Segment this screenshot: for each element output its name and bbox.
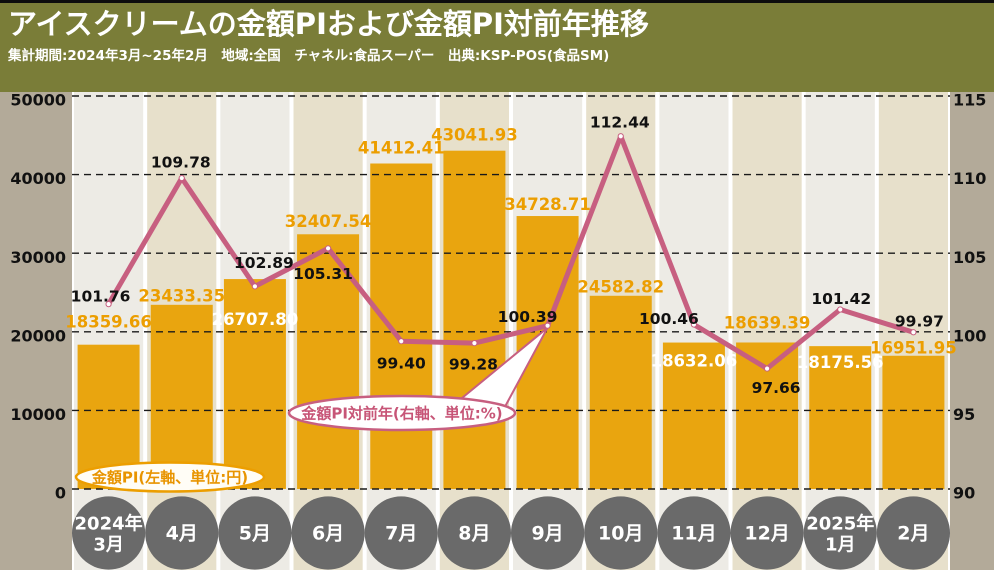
month-label: 2025年 — [806, 512, 874, 534]
bar-value-label: 24582.82 — [577, 278, 664, 297]
bar-value-label: 32407.54 — [285, 212, 372, 231]
bar — [370, 163, 433, 489]
month-label: 3月 — [93, 534, 124, 555]
month-circle — [218, 496, 292, 570]
month-label: 6月 — [312, 523, 344, 545]
bar-value-label: 34728.71 — [504, 195, 591, 214]
month-label: 9月 — [531, 523, 563, 545]
bar-value-label: 23433.35 — [138, 287, 225, 306]
month-label: 12月 — [744, 523, 789, 545]
line-legend-bubble — [287, 394, 517, 432]
month-label: 7月 — [385, 523, 417, 545]
bar — [662, 342, 725, 489]
bar — [150, 304, 213, 489]
line-point — [690, 321, 698, 328]
month-label: 11月 — [671, 523, 716, 545]
month-circle — [584, 496, 658, 570]
month-circle — [510, 496, 585, 570]
line-value-label: 99.97 — [895, 313, 944, 331]
line-point — [178, 174, 185, 182]
month-label: 1月 — [825, 534, 856, 555]
month-circle — [730, 496, 804, 570]
line-value-label: 99.28 — [449, 356, 498, 374]
month-circle — [71, 496, 146, 570]
line-point — [763, 365, 771, 372]
bar-value-label: 18632.06 — [651, 351, 738, 370]
line-point — [105, 301, 112, 308]
axis-tick-label-right: 100 — [953, 326, 986, 345]
bar — [589, 295, 652, 489]
axis-tick-label-right: 115 — [953, 92, 986, 110]
axis-tick-label-left: 50000 — [10, 92, 66, 110]
line-value-label: 102.89 — [234, 254, 294, 272]
left-axis-area — [0, 92, 72, 570]
axis-tick-label-right: 110 — [953, 169, 986, 188]
bar — [736, 342, 799, 489]
bar — [809, 346, 872, 489]
chart-area: 0 10000 20000 30000 40000 50000 90 95 100 105 110 1… — [0, 91, 994, 574]
bar-value-label: 41412.41 — [358, 138, 445, 157]
month-circle — [437, 496, 512, 570]
month-label: 2月 — [897, 523, 929, 545]
bar — [443, 150, 506, 489]
line-point — [544, 322, 551, 329]
line-value-label: 109.78 — [151, 153, 211, 171]
bar-legend-bubble — [74, 461, 266, 493]
line-value-label: 97.66 — [752, 379, 801, 397]
month-label: 5月 — [239, 523, 271, 545]
month-circle — [876, 496, 951, 570]
month-label: 8月 — [458, 523, 490, 545]
line-value-label: 101.76 — [71, 288, 131, 306]
line-series — [106, 133, 916, 372]
month-label: 10月 — [598, 523, 643, 545]
axis-tick-label-left: 0 — [55, 484, 66, 503]
chart-header: アイスクリームの金額PIおよび金額PI対前年推移 集計期間:2024年3月~25… — [0, 0, 994, 92]
line-point — [837, 306, 844, 313]
month-circle — [291, 496, 365, 570]
chart-subtitle: 集計期間:2024年3月~25年2月 地域:全国 チャネル:食品スーパー 出典:… — [8, 48, 610, 64]
line-value-label: 100.39 — [498, 308, 558, 326]
month-label: 2024年 — [75, 512, 143, 534]
month-label: 4月 — [166, 523, 198, 545]
bar-value-label: 16951.95 — [870, 339, 957, 358]
line-value-label: 99.40 — [377, 355, 426, 373]
chart-title: アイスクリームの金額PIおよび金額PI対前年推移 — [8, 7, 649, 41]
bar-value-label: 26707.80 — [212, 310, 299, 329]
line-point — [324, 245, 332, 252]
axis-tick-label-left: 30000 — [10, 248, 66, 267]
axis-tick-label-left: 20000 — [10, 326, 66, 345]
line-value-label: 105.31 — [293, 265, 353, 283]
bar-legend-label: 金額PI(左軸、単位:円) — [91, 468, 248, 486]
line-point — [471, 340, 478, 347]
bar — [223, 279, 286, 489]
month-circle — [803, 496, 877, 570]
bar-value-label: 43041.93 — [431, 125, 518, 144]
bar-value-label: 18359.66 — [65, 312, 152, 331]
month-circle — [145, 496, 219, 570]
line-value-label: 101.42 — [811, 290, 871, 308]
axis-tick-label-right: 90 — [953, 484, 975, 503]
month-circle — [657, 496, 731, 570]
line-value-label: 112.44 — [590, 114, 650, 132]
axis-tick-label-right: 95 — [953, 405, 975, 424]
month-circle — [364, 496, 438, 570]
axis-tick-label-left: 40000 — [10, 169, 66, 188]
axis-tick-label-left: 10000 — [10, 405, 66, 424]
line-point — [251, 283, 259, 290]
right-axis-area — [950, 92, 994, 570]
column-stripe — [659, 92, 729, 570]
bar-value-label: 18639.39 — [724, 313, 811, 332]
axis-tick-label-right: 105 — [953, 248, 986, 267]
line-point — [398, 338, 405, 345]
line-legend-label: 金額PI対前年(右軸、単位:%) — [300, 404, 502, 422]
column-stripe — [732, 92, 802, 570]
bar — [882, 355, 945, 489]
line-value-label: 100.46 — [639, 310, 699, 328]
bar-value-label: 18175.56 — [797, 353, 884, 372]
line-point — [910, 329, 917, 336]
line-point — [617, 133, 624, 140]
combo-chart: 0 10000 20000 30000 40000 50000 90 95 100 105 110 1… — [0, 91, 994, 570]
